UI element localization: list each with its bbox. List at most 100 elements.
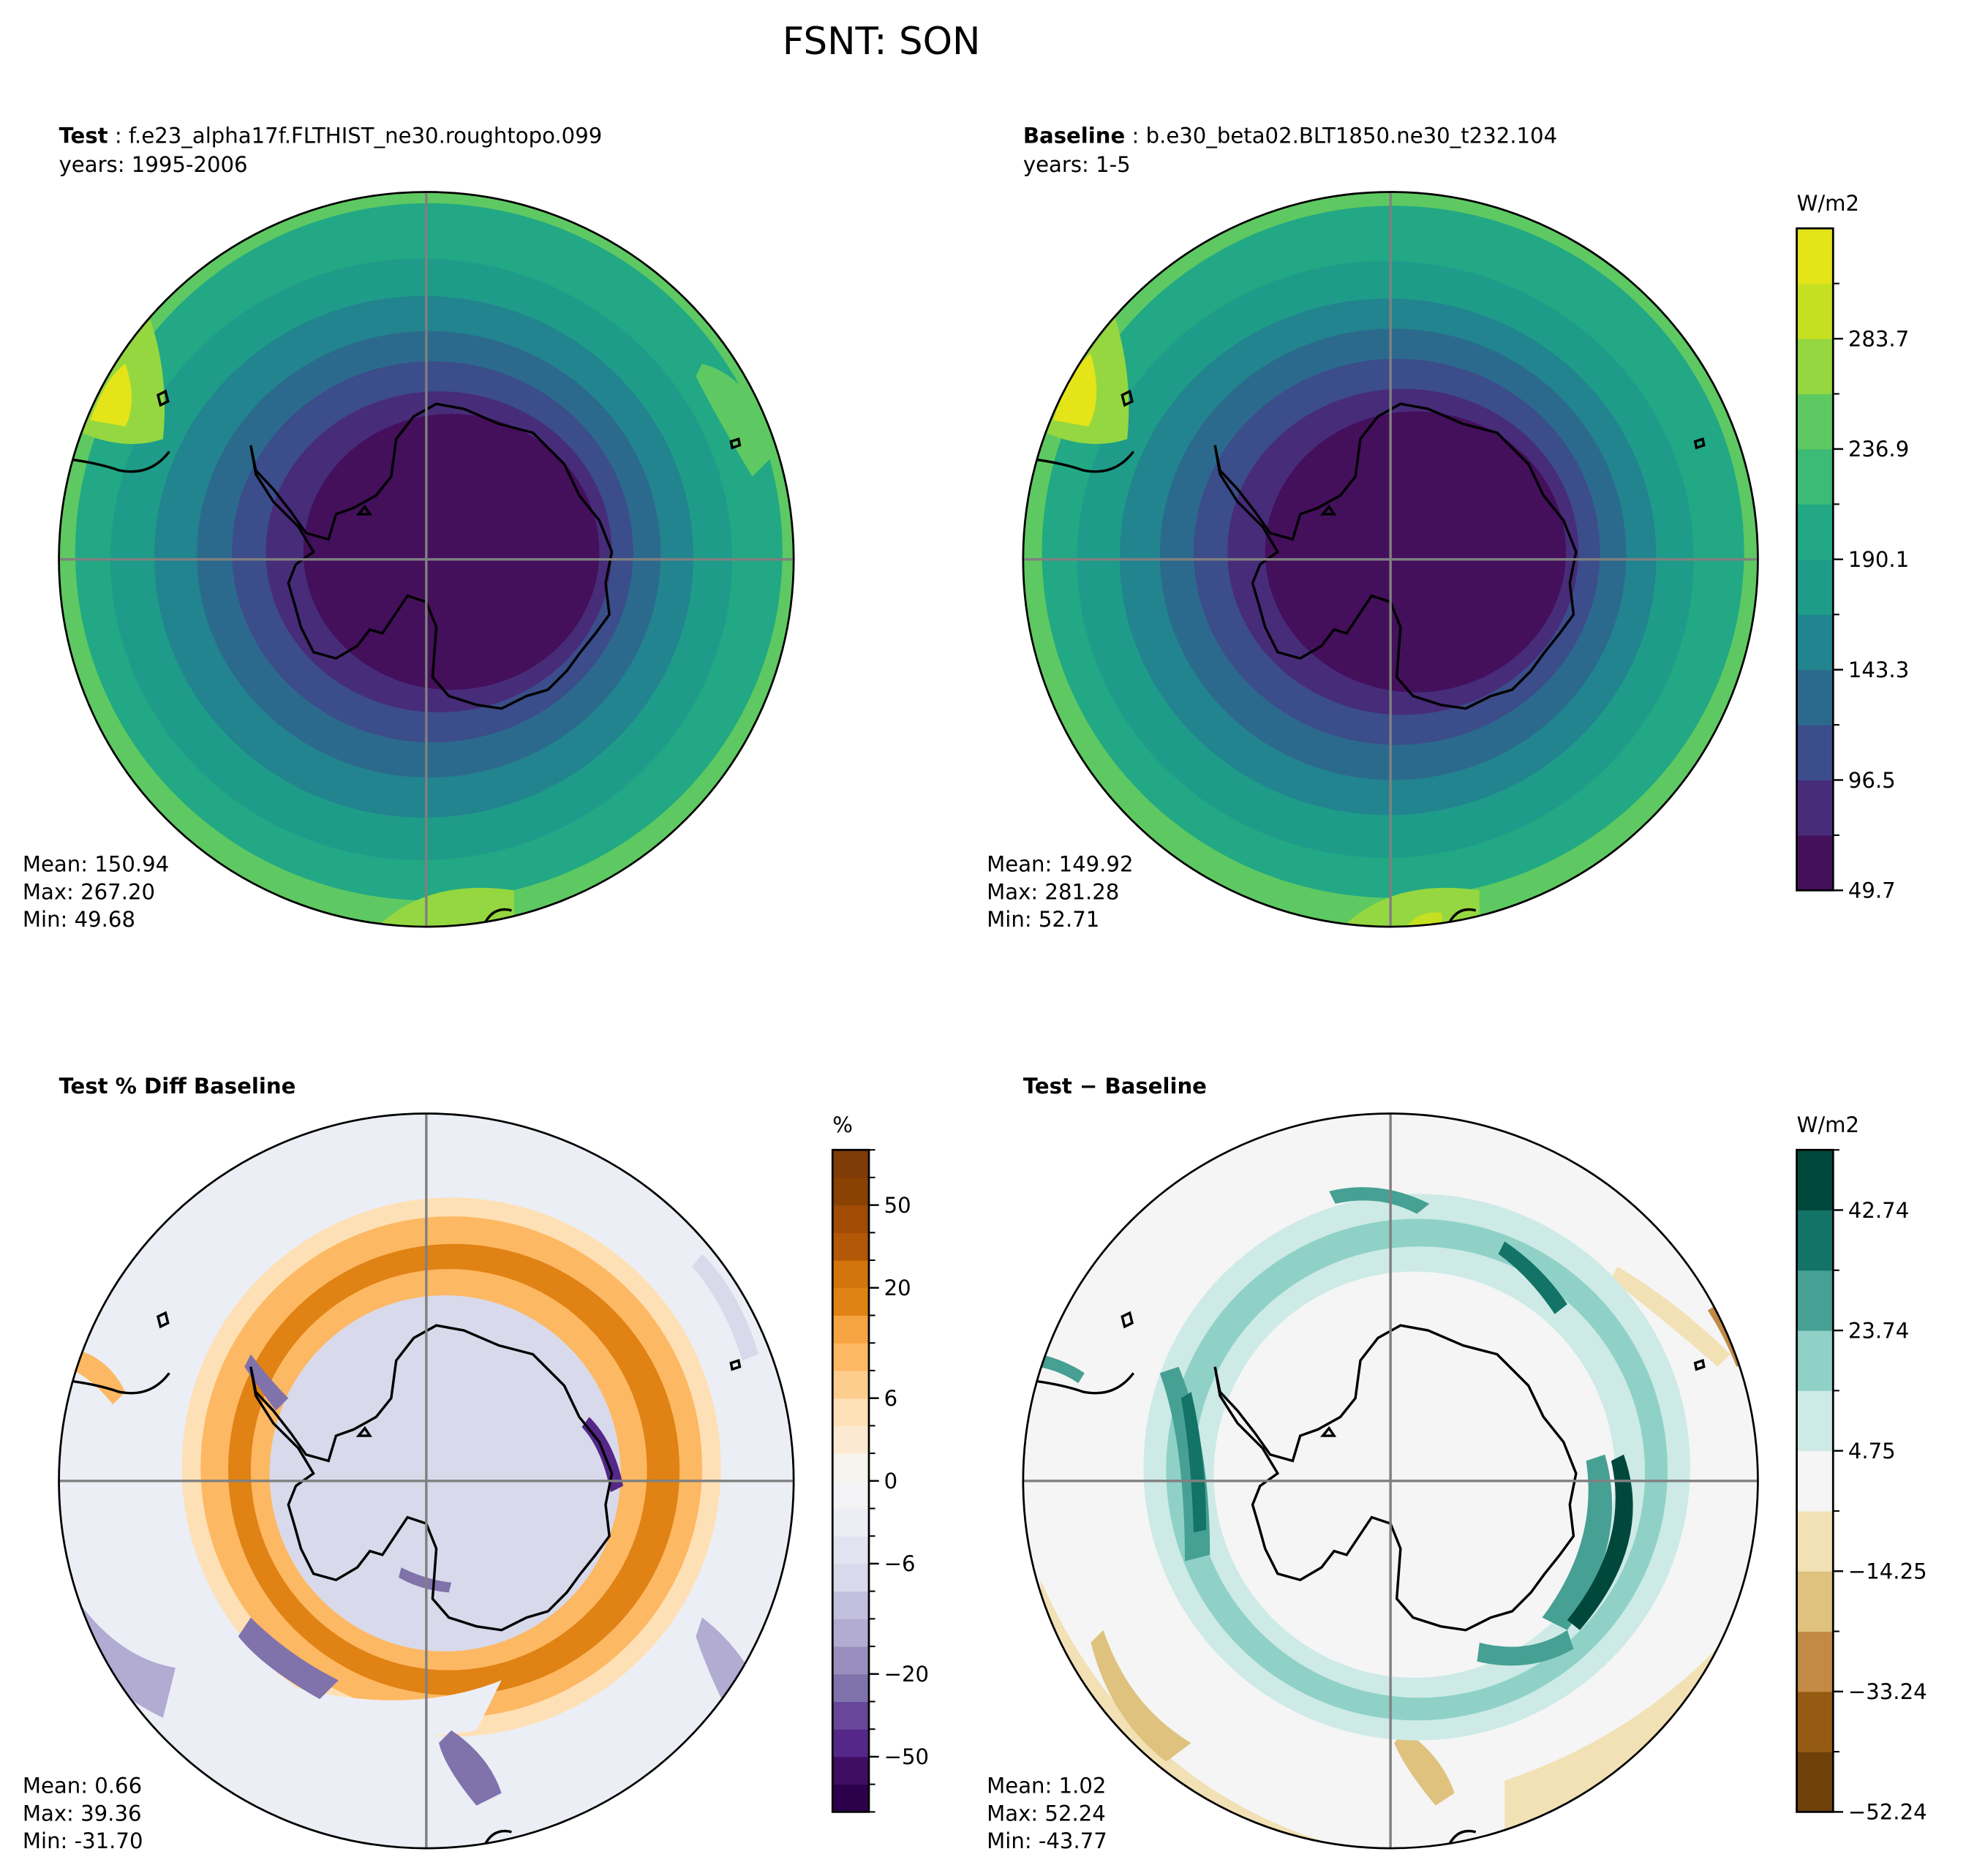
colorbar-difference-swatch [1796, 1752, 1834, 1812]
colorbar-difference-swatch [1796, 1210, 1834, 1271]
figure-title: FSNT: SON [783, 20, 981, 64]
colorbar-percent-swatch [832, 1480, 869, 1510]
panel-baseline-case-name: b.e30_beta02.BLT1850.ne30_t232.104 [1146, 124, 1558, 148]
colorbar-difference-tick-label: −33.24 [1848, 1679, 1927, 1704]
panel-percent-diff: Test % Diff Baseline [23, 1074, 795, 1853]
colorbar-absolute-tick-label: 190.1 [1848, 547, 1909, 572]
panel-percent-diff-stats: Mean: 0.66 Max: 39.36 Min: -31.70 [23, 1774, 149, 1853]
colorbar-percent-swatch [832, 1177, 869, 1206]
panel-baseline-title-label: Baseline [1023, 124, 1125, 148]
colorbar-percent-tick-label: 20 [884, 1276, 911, 1300]
panel-percent-diff-boundary [58, 1112, 795, 1850]
colorbar-percent-swatch [832, 1315, 869, 1344]
panel-test-boundary [58, 191, 795, 928]
colorbar-absolute-tick-label: 283.7 [1848, 326, 1909, 351]
colorbar-percent-swatch [832, 1701, 869, 1730]
panel-difference: Test − Baseline [987, 1074, 1759, 1853]
colorbar-absolute-label: W/m2 [1797, 191, 1860, 216]
colorbar-difference-tick-label: −14.25 [1848, 1559, 1927, 1583]
colorbar-percent-swatch [832, 1150, 869, 1178]
panel-baseline-mean: Mean: 149.92 [987, 852, 1133, 877]
colorbar-percent-swatch [832, 1260, 869, 1289]
colorbar-absolute-swatch [1796, 339, 1834, 395]
colorbar-absolute-tick-label: 143.3 [1848, 658, 1909, 682]
svg-text:Test : f.e23_alpha17f.FLTHIST_: Test : f.e23_alpha17f.FLTHIST_ne30.rough… [59, 124, 603, 148]
panel-baseline-coastlines [1022, 389, 1706, 927]
panel-difference-min: Min: -43.77 [987, 1828, 1107, 1853]
colorbar-percent-swatch [832, 1453, 869, 1482]
colorbar-percent-swatch [832, 1287, 869, 1316]
colorbar-absolute-swatch [1796, 283, 1834, 339]
colorbar-difference-swatch [1796, 1510, 1834, 1572]
colorbar-absolute: W/m2 49.7 96.5 143.3 190.1 236.9 283.7 [1796, 191, 1909, 903]
colorbar-absolute-tick-label: 49.7 [1848, 878, 1896, 903]
panel-percent-diff-title: Test % Diff Baseline [59, 1074, 296, 1099]
colorbar-difference: W/m2 −52.24 −33.24 −14.25 4.75 23.74 42.74 [1796, 1112, 1927, 1825]
colorbar-percent-swatch [832, 1619, 869, 1647]
colorbar-difference-swatch [1796, 1150, 1834, 1211]
colorbar-absolute-swatch [1796, 504, 1834, 560]
panel-test-stats: Mean: 150.94 Max: 267.20 Min: 49.68 [23, 852, 176, 932]
panel-baseline-boundary [1022, 191, 1759, 928]
colorbar-difference-swatch [1796, 1270, 1834, 1331]
colorbar-absolute-swatch [1796, 559, 1834, 615]
colorbar-difference-swatch [1796, 1450, 1834, 1512]
colorbar-percent-swatch [832, 1508, 869, 1537]
colorbar-difference-swatch [1796, 1631, 1834, 1692]
panel-baseline-years: years: 1-5 [1023, 152, 1131, 177]
colorbar-percent-swatch [832, 1205, 869, 1233]
colorbar-difference-tick-label: 4.75 [1848, 1439, 1896, 1463]
colorbar-absolute-swatch [1796, 448, 1834, 505]
panel-test-title-label: Test [59, 124, 108, 148]
colorbar-absolute-swatch [1796, 725, 1834, 781]
colorbar-percent-tick-label: −50 [884, 1744, 929, 1769]
colorbar-absolute-tick-label: 236.9 [1848, 437, 1909, 462]
colorbar-difference-label: W/m2 [1797, 1112, 1860, 1137]
panel-percent-diff-mean: Mean: 0.66 [23, 1774, 142, 1798]
colorbar-percent-label: % [832, 1112, 853, 1137]
colorbar-percent-swatch [832, 1398, 869, 1426]
panel-difference-title: Test − Baseline [1023, 1074, 1207, 1099]
colorbar-percent-tick-label: 50 [884, 1193, 911, 1218]
colorbar-absolute-swatch [1796, 669, 1834, 726]
panel-difference-boundary [1022, 1112, 1759, 1850]
colorbar-difference-swatch [1796, 1571, 1834, 1632]
svg-text:Baseline : b.e30_beta02.BLT185: Baseline : b.e30_beta02.BLT1850.ne30_t23… [1023, 124, 1557, 148]
colorbar-absolute-swatch [1796, 835, 1834, 891]
panel-baseline-map [1022, 192, 1758, 927]
colorbar-percent-swatch [832, 1425, 869, 1454]
panel-test-case-name: f.e23_alpha17f.FLTHIST_ne30.roughtopo.09… [129, 124, 602, 148]
panel-test-map [59, 192, 794, 927]
panel-test-title-sep: : [108, 124, 129, 148]
panel-test-min: Min: 49.68 [23, 907, 135, 932]
panel-test-years: years: 1995-2006 [59, 152, 248, 177]
colorbar-difference-outline [1796, 1148, 1834, 1813]
panel-percent-diff-max: Max: 39.36 [23, 1801, 142, 1826]
panel-difference-mean: Mean: 1.02 [987, 1774, 1106, 1798]
panel-baseline-stats: Mean: 149.92 Max: 281.28 Min: 52.71 [987, 852, 1140, 932]
colorbar-absolute-swatch [1796, 393, 1834, 450]
colorbar-percent-swatch [832, 1343, 869, 1371]
colorbar-difference-tick-label: −52.24 [1848, 1800, 1927, 1825]
colorbar-percent-tick-label: −6 [884, 1551, 916, 1576]
colorbar-difference-swatch [1796, 1330, 1834, 1391]
colorbar-percent-swatch [832, 1536, 869, 1564]
colorbar-percent-swatch [832, 1729, 869, 1758]
panel-baseline-min: Min: 52.71 [987, 907, 1099, 932]
panel-test-mean: Mean: 150.94 [23, 852, 169, 877]
colorbar-absolute-swatch [1796, 228, 1834, 285]
panel-baseline-title-sep: : [1125, 124, 1145, 148]
panel-test-max: Max: 267.20 [23, 879, 155, 904]
colorbar-difference-swatch [1796, 1691, 1834, 1752]
colorbar-percent-swatch [832, 1756, 869, 1785]
panel-difference-max: Max: 52.24 [987, 1801, 1106, 1826]
colorbar-percent-swatch [832, 1591, 869, 1619]
colorbar-percent: % −50 −20 −6 0 6 20 50 [831, 1112, 929, 1813]
panel-percent-diff-min: Min: -31.70 [23, 1828, 143, 1853]
colorbar-percent-swatch [832, 1232, 869, 1261]
colorbar-difference-tick-label: 42.74 [1848, 1198, 1909, 1223]
colorbar-percent-swatch [832, 1784, 869, 1812]
panel-difference-stats: Mean: 1.02 Max: 52.24 Min: -43.77 [987, 1774, 1113, 1853]
colorbar-percent-swatch [832, 1646, 869, 1675]
